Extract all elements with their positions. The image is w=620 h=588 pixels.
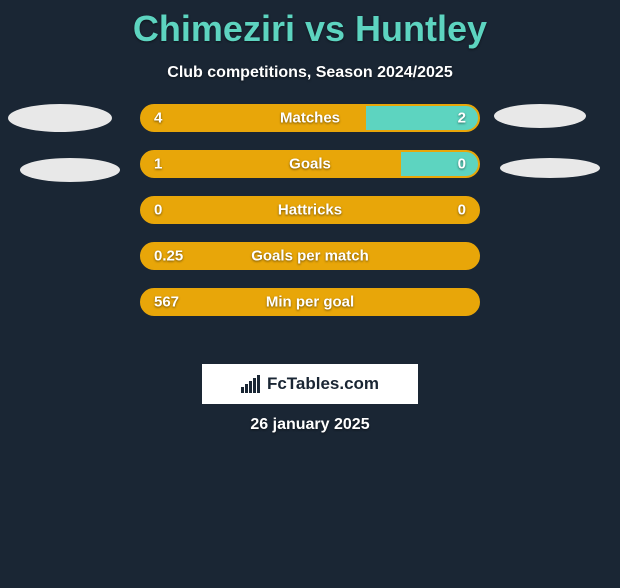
stat-bar-row: 0.25 Goals per match xyxy=(140,242,480,270)
decorative-ellipse xyxy=(500,158,600,178)
stat-value-right: 0 xyxy=(458,202,466,219)
stat-value-left: 0 xyxy=(154,202,162,219)
stat-label: Goals per match xyxy=(251,248,369,265)
stat-label: Goals xyxy=(289,156,331,173)
title-vs: vs xyxy=(305,8,345,49)
stat-value-left: 567 xyxy=(154,294,179,311)
stat-bar-right-fill xyxy=(401,152,478,176)
brand-badge: FcTables.com xyxy=(202,364,418,404)
stat-value-left: 4 xyxy=(154,110,162,127)
title-player1: Chimeziri xyxy=(133,8,295,49)
stat-bar-row: 1 Goals 0 xyxy=(140,150,480,178)
decorative-ellipse xyxy=(494,104,586,128)
stat-label: Hattricks xyxy=(278,202,342,219)
bars-icon xyxy=(241,375,263,393)
comparison-chart: 4 Matches 2 1 Goals 0 0 Hattricks 0 0.25 Goals per… xyxy=(0,104,620,334)
stat-label: Matches xyxy=(280,110,340,127)
decorative-ellipse xyxy=(20,158,120,182)
stat-bar-row: 567 Min per goal xyxy=(140,288,480,316)
stat-value-left: 1 xyxy=(154,156,162,173)
stat-bar-row: 4 Matches 2 xyxy=(140,104,480,132)
subtitle: Club competitions, Season 2024/2025 xyxy=(0,64,620,82)
stat-value-right: 2 xyxy=(458,110,466,127)
title-player2: Huntley xyxy=(355,8,487,49)
decorative-ellipse xyxy=(8,104,112,132)
brand-text: FcTables.com xyxy=(267,374,379,394)
date-label: 26 january 2025 xyxy=(250,416,369,434)
stat-label: Min per goal xyxy=(266,294,354,311)
stat-bar-row: 0 Hattricks 0 xyxy=(140,196,480,224)
stat-value-right: 0 xyxy=(458,156,466,173)
page-title: Chimeziri vs Huntley xyxy=(0,8,620,50)
stat-bar-left-fill xyxy=(142,152,401,176)
stat-value-left: 0.25 xyxy=(154,248,183,265)
